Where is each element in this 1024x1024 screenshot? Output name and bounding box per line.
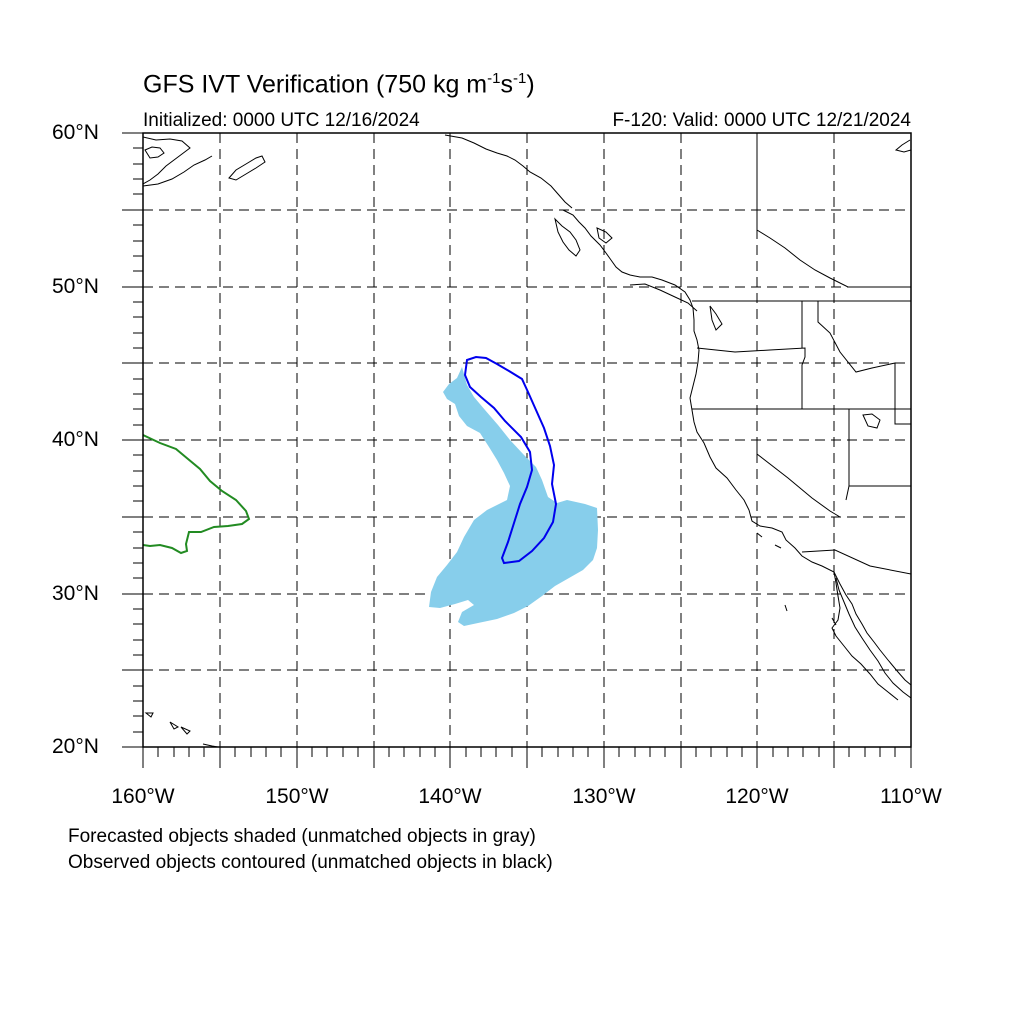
observed-ivt-contour <box>463 355 558 565</box>
lon-label-120w: 120°W <box>725 785 789 808</box>
valid-label: F-120: Valid: 0000 UTC 12/21/2024 <box>612 110 911 131</box>
lon-label-140w: 140°W <box>418 785 482 808</box>
lat-lon-grid <box>143 133 911 747</box>
coastlines <box>143 134 911 747</box>
title-unit-s: s <box>500 70 513 99</box>
green-contour <box>143 434 251 555</box>
forecast-ivt-object <box>429 367 598 626</box>
lat-label-20n: 20°N <box>52 735 99 758</box>
initialized-label: Initialized: 0000 UTC 12/16/2024 <box>143 110 420 131</box>
lat-label-30n: 30°N <box>52 582 99 605</box>
map-title: GFS IVT Verification (750 kg m-1s-1) <box>143 70 535 99</box>
title-close: ) <box>526 70 535 99</box>
title-sup-1: -1 <box>487 70 501 87</box>
lat-label-60n: 60°N <box>52 121 99 144</box>
observed-note: Observed objects contoured (unmatched ob… <box>68 852 553 873</box>
political-borders <box>692 133 911 575</box>
forecast-note: Forecasted objects shaded (unmatched obj… <box>68 826 536 847</box>
axis-ticks <box>122 132 912 768</box>
lon-label-160w: 160°W <box>111 785 175 808</box>
lon-label-150w: 150°W <box>265 785 329 808</box>
lon-label-130w: 130°W <box>572 785 636 808</box>
lat-label-50n: 50°N <box>52 275 99 298</box>
title-sup-2: -1 <box>512 70 527 87</box>
lon-label-110w: 110°W <box>880 785 942 808</box>
title-text: GFS IVT Verification (750 kg m <box>143 70 488 99</box>
lat-label-40n: 40°N <box>52 428 99 451</box>
